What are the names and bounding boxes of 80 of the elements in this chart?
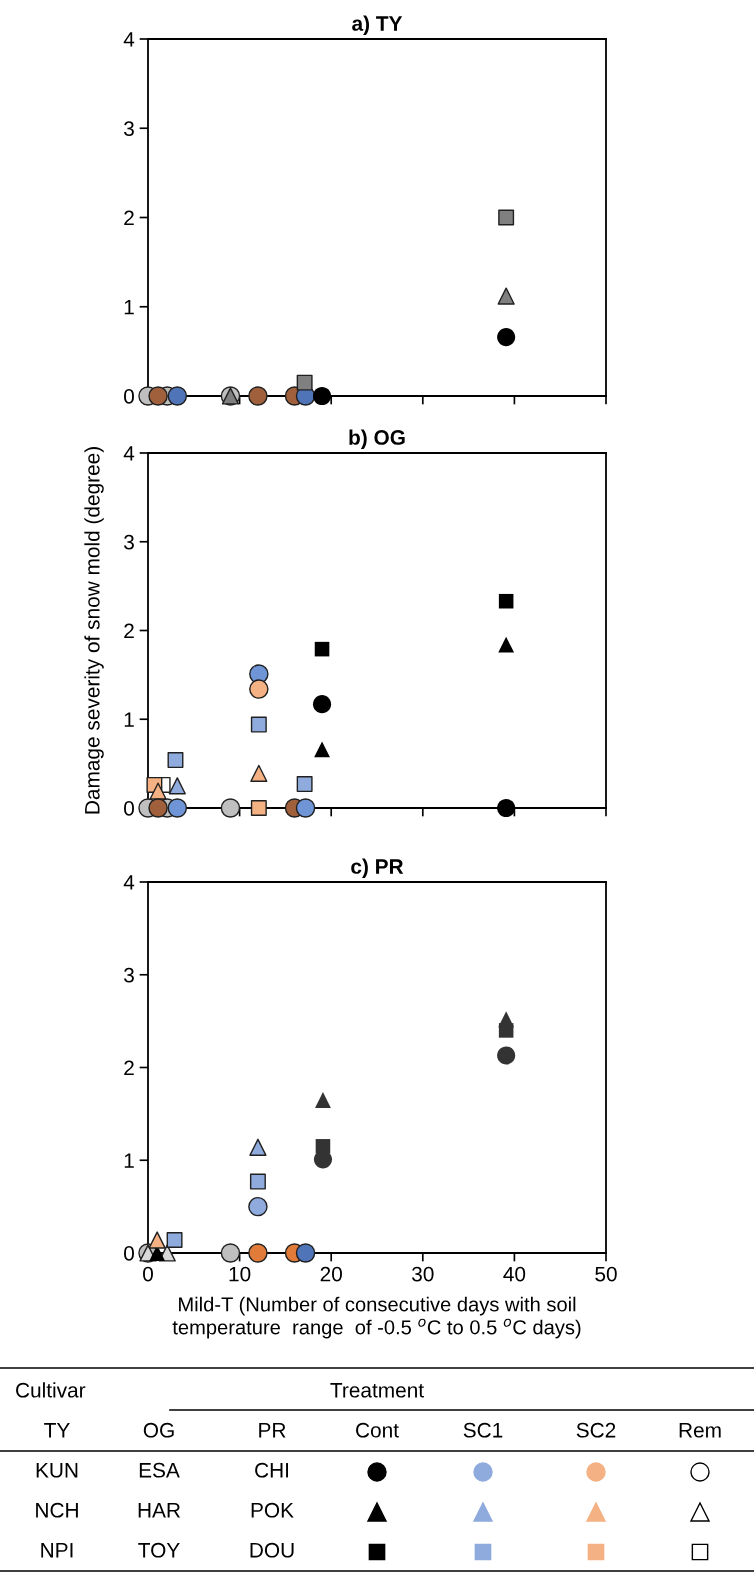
x-tick-label: 50 bbox=[595, 1266, 617, 1282]
text: PR bbox=[259, 1423, 286, 1438]
y-tick-label: 1 bbox=[124, 1153, 134, 1168]
y-tick-label: 4 bbox=[123, 875, 135, 890]
point bbox=[248, 386, 268, 406]
chart-title: a) TY bbox=[352, 15, 403, 35]
point bbox=[220, 798, 241, 818]
point bbox=[314, 741, 330, 758]
y-tick-label: 0 bbox=[124, 801, 134, 816]
point bbox=[498, 1023, 514, 1038]
text: ESA bbox=[139, 1462, 180, 1478]
x-tick-label: 10 bbox=[229, 1266, 251, 1282]
point bbox=[296, 776, 313, 793]
text: POK bbox=[251, 1502, 294, 1518]
text: Cont bbox=[356, 1422, 399, 1438]
y-tick-label: 0 bbox=[124, 389, 134, 404]
y-tick-label: 3 bbox=[124, 967, 134, 983]
point bbox=[250, 800, 267, 816]
point bbox=[148, 1231, 166, 1249]
point bbox=[167, 386, 188, 406]
point bbox=[168, 777, 186, 795]
chart-title: c) PR bbox=[351, 858, 404, 878]
point bbox=[498, 593, 514, 609]
y-tick-label: 2 bbox=[124, 210, 134, 226]
point bbox=[312, 386, 332, 406]
point bbox=[249, 1138, 267, 1156]
x-tick-label: 0 bbox=[143, 1266, 153, 1282]
point bbox=[148, 798, 168, 818]
y-tick-label: 1 bbox=[124, 712, 134, 727]
point bbox=[296, 374, 313, 391]
point bbox=[498, 636, 515, 653]
point bbox=[167, 752, 184, 769]
y-tick-label: 2 bbox=[124, 1060, 134, 1076]
point bbox=[148, 386, 168, 406]
point bbox=[313, 1150, 333, 1169]
point bbox=[166, 1232, 183, 1248]
y-tick-label: 2 bbox=[124, 623, 134, 639]
x-axis-title: Mild-T (Number of consecutive days with soil temperature range of -0.5 $^{o}$C to 0.5 $^{o}$C days) bbox=[172, 1296, 581, 1339]
point bbox=[312, 695, 332, 714]
point bbox=[497, 328, 516, 347]
text: KUN bbox=[36, 1463, 78, 1478]
point bbox=[314, 641, 330, 657]
x-tick-label: 20 bbox=[320, 1266, 342, 1282]
text: NPI bbox=[41, 1543, 73, 1558]
point bbox=[248, 1196, 268, 1217]
y-tick-label: 4 bbox=[123, 32, 135, 47]
text: DOU bbox=[250, 1542, 294, 1558]
point bbox=[498, 209, 515, 226]
text: TOY bbox=[138, 1542, 180, 1558]
point bbox=[315, 1092, 331, 1108]
text: Rem bbox=[679, 1423, 721, 1438]
text: NCH bbox=[36, 1502, 78, 1518]
text: OG bbox=[143, 1422, 174, 1438]
chart-title: b) OG bbox=[349, 429, 405, 449]
text: Treatment bbox=[330, 1383, 424, 1398]
text: SC2 bbox=[576, 1422, 616, 1438]
y-tick-label: 4 bbox=[123, 446, 135, 461]
x-tick-label: 40 bbox=[503, 1266, 526, 1282]
point bbox=[250, 716, 267, 733]
text: HAR bbox=[138, 1503, 181, 1518]
point bbox=[250, 764, 268, 783]
point bbox=[497, 1046, 516, 1065]
point bbox=[167, 798, 188, 818]
y-tick-label: 1 bbox=[124, 299, 134, 315]
text: CHI bbox=[255, 1462, 289, 1478]
point bbox=[248, 1243, 268, 1263]
text: SC1 bbox=[463, 1422, 503, 1438]
text: Cultivar bbox=[16, 1382, 86, 1398]
text: TY bbox=[44, 1423, 70, 1438]
point bbox=[249, 1173, 266, 1190]
point bbox=[295, 1243, 316, 1263]
y-tick-label: 0 bbox=[124, 1246, 134, 1261]
point bbox=[220, 1243, 241, 1263]
y-tick-label: 3 bbox=[124, 121, 134, 136]
point bbox=[249, 679, 269, 699]
x-tick-label: 30 bbox=[412, 1266, 434, 1282]
point bbox=[497, 798, 516, 818]
y-tick-label: 3 bbox=[124, 534, 134, 550]
y-axis-title: Damage severity of snow mold (degree) bbox=[84, 447, 104, 814]
point bbox=[295, 798, 316, 818]
